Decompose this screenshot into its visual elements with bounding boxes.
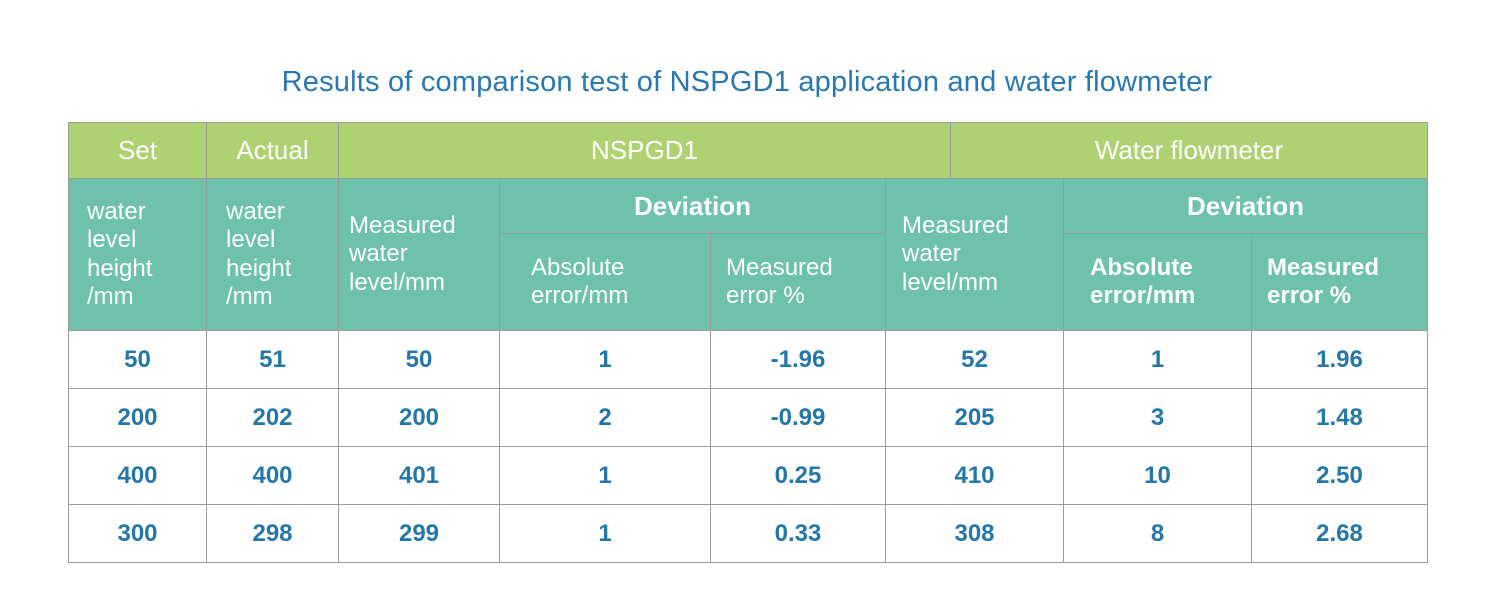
table-cell: 1 (500, 505, 710, 562)
table-cell: 200 (339, 389, 499, 446)
table-cell: 202 (207, 389, 338, 446)
table-cell: 8 (1064, 505, 1251, 562)
table-cell: 300 (69, 505, 206, 562)
table-cell: 1.96 (1252, 331, 1427, 388)
table-cell: 1 (500, 331, 710, 388)
subheader-flowmeter-measured-error: Measured error % (1252, 234, 1427, 330)
table-cell: 2.68 (1252, 505, 1427, 562)
table-cell: 401 (339, 447, 499, 504)
header-water-flowmeter: Water flowmeter (951, 123, 1427, 178)
table-cell: 400 (69, 447, 206, 504)
subheader-flowmeter-absolute-error: Absolute error/mm (1064, 234, 1251, 330)
subheader-flowmeter-deviation: Deviation (1064, 179, 1427, 233)
subheader-nspgd1-measured-level: Measured water level/mm (339, 179, 499, 330)
table-cell: 2.50 (1252, 447, 1427, 504)
table-cell: 299 (339, 505, 499, 562)
table-cell: 0.25 (711, 447, 885, 504)
subheader-flowmeter-measured-level: Measured water level/mm (886, 179, 1063, 330)
subheader-set-water-level: water level height /mm (69, 179, 206, 330)
subheader-nspgd1-absolute-error: Absolute error/mm (500, 234, 710, 330)
table-cell: 10 (1064, 447, 1251, 504)
table-cell: 3 (1064, 389, 1251, 446)
table-cell: 410 (886, 447, 1063, 504)
table-cell: 1 (500, 447, 710, 504)
table-cell: 0.33 (711, 505, 885, 562)
table-cell: -0.99 (711, 389, 885, 446)
table-cell: 51 (207, 331, 338, 388)
subheader-nspgd1-deviation: Deviation (500, 179, 885, 233)
table-cell: 52 (886, 331, 1063, 388)
subheader-nspgd1-measured-error: Measured error % (711, 234, 885, 330)
table-cell: 50 (339, 331, 499, 388)
table-cell: 50 (69, 331, 206, 388)
table-cell: 200 (69, 389, 206, 446)
table-cell: 400 (207, 447, 338, 504)
table-cell: 308 (886, 505, 1063, 562)
table-title: Results of comparison test of NSPGD1 app… (281, 66, 1213, 98)
header-set: Set (69, 123, 206, 178)
table-cell: 2 (500, 389, 710, 446)
table-cell: 298 (207, 505, 338, 562)
table-cell: 205 (886, 389, 1063, 446)
subheader-actual-water-level: water level height /mm (207, 179, 338, 330)
results-table: Set Actual NSPGD1 Water flowmeter water … (68, 122, 1428, 563)
header-nspgd1: NSPGD1 (339, 123, 950, 178)
table-cell: -1.96 (711, 331, 885, 388)
table-cell: 1 (1064, 331, 1251, 388)
table-cell: 1.48 (1252, 389, 1427, 446)
header-actual: Actual (207, 123, 338, 178)
